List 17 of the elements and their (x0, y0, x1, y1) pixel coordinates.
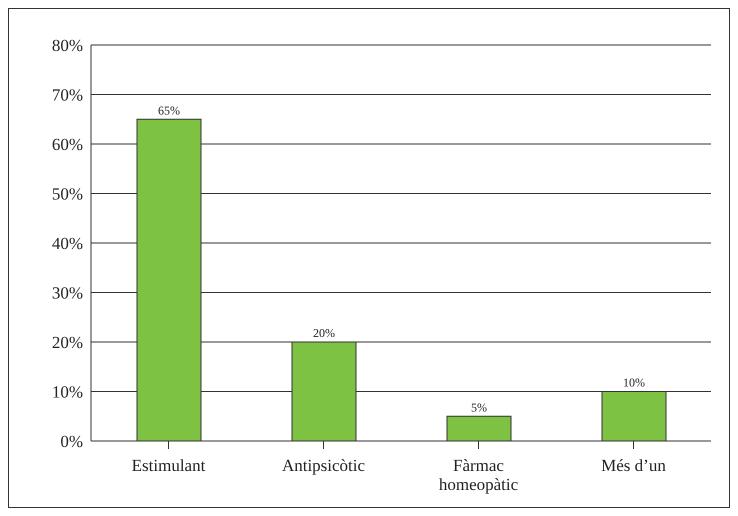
y-tick-label: 0% (60, 432, 83, 452)
y-tick-label: 60% (52, 135, 83, 154)
y-tick-label: 10% (52, 382, 83, 402)
x-tick-label: Més d’un (601, 456, 666, 475)
y-tick-label: 30% (52, 284, 83, 303)
x-tick-label: Fàrmac homeopàtic (438, 456, 519, 494)
x-tick-label: Estimulant (132, 456, 206, 475)
data-label: 20% (313, 326, 335, 340)
x-tick-label: Antipsicòtic (282, 456, 366, 475)
data-label: 65% (158, 103, 180, 118)
y-tick-label: 80% (52, 36, 83, 56)
y-tick-label: 20% (52, 333, 83, 352)
y-tick-label: 70% (52, 86, 83, 105)
data-label: 5% (471, 400, 487, 414)
y-tick-label: 50% (52, 184, 83, 204)
y-tick-label: 40% (52, 234, 83, 254)
data-label: 10% (623, 376, 645, 390)
